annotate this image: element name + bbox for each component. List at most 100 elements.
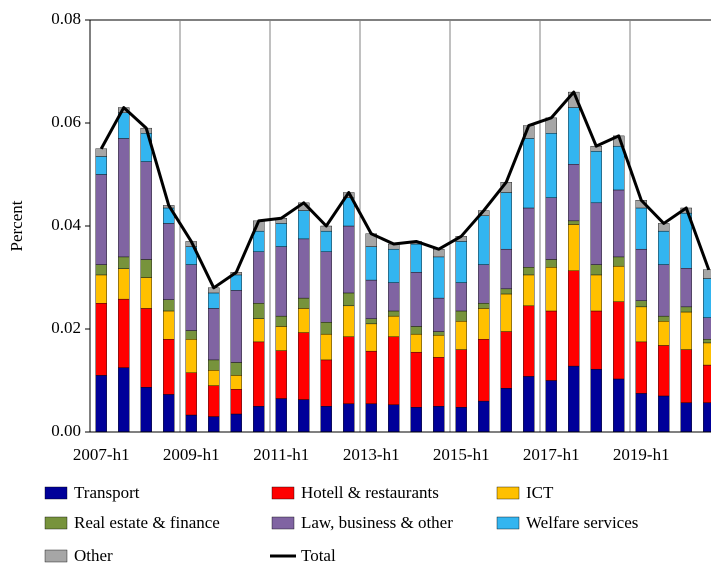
bar-segment (253, 251, 265, 304)
bar-segment (545, 133, 557, 198)
legend-label: Transport (74, 483, 140, 502)
bar-segment (320, 359, 332, 407)
bar-segment (703, 364, 711, 403)
bar-segment (298, 308, 310, 333)
bar-segment (455, 349, 467, 408)
legend-swatch (496, 516, 520, 530)
bar-segment (118, 256, 130, 269)
bar-segment (118, 298, 130, 368)
bar-segment (95, 274, 107, 304)
bar-segment (478, 264, 490, 304)
bar-segment (230, 375, 242, 390)
bar-segment (388, 248, 400, 283)
bar-segment (230, 413, 242, 433)
bar-segment (635, 306, 647, 343)
y-tick-label: 0.00 (51, 421, 81, 440)
legend-swatch (496, 486, 520, 500)
bar-segment (523, 274, 535, 307)
bar-segment (613, 145, 625, 191)
bar-segment (613, 256, 625, 267)
bar-segment (410, 333, 422, 353)
bar-segment (680, 349, 692, 403)
bar-segment (95, 264, 107, 276)
bar-segment (545, 380, 557, 433)
bar-segment (185, 339, 197, 373)
bar-segment (500, 331, 512, 389)
bar-segment (658, 315, 670, 322)
bar-segment (590, 310, 602, 370)
bar-segment (140, 161, 152, 260)
x-tick-label: 2009-h1 (163, 445, 220, 464)
bar-segment (703, 278, 711, 318)
bar-segment (343, 336, 355, 404)
bar-segment (658, 321, 670, 346)
bar-segment (320, 322, 332, 335)
bar-segment (253, 303, 265, 319)
bar-segment (343, 292, 355, 307)
bar-segment (365, 350, 377, 404)
bar-segment (523, 376, 535, 433)
bar-segment (658, 264, 670, 317)
bar-segment (703, 269, 711, 279)
bar-segment (320, 406, 332, 433)
bar-segment (163, 223, 175, 300)
bar-segment (275, 315, 287, 327)
bar-segment (275, 246, 287, 317)
x-tick-label: 2019-h1 (613, 445, 670, 464)
bar-segment (365, 279, 377, 319)
bar-segment (590, 368, 602, 433)
bar-segment (680, 311, 692, 350)
bar-segment (433, 406, 445, 433)
bar-segment (230, 274, 242, 291)
bar-segment (703, 402, 711, 433)
bar-segment (568, 220, 580, 225)
bar-segment (613, 301, 625, 380)
bar-segment (185, 414, 197, 433)
bar-segment (455, 241, 467, 283)
bar-segment (680, 306, 692, 313)
bar-segment (680, 268, 692, 308)
bar-segment (208, 308, 220, 361)
bar-segment (433, 357, 445, 407)
bar-segment (253, 406, 265, 433)
bar-segment (185, 330, 197, 340)
legend-label: Welfare services (526, 513, 638, 532)
bar-segment (365, 323, 377, 352)
bar-segment (140, 277, 152, 309)
y-axis-label: Percent (7, 200, 26, 251)
bar-segment (433, 297, 445, 332)
bar-segment (635, 300, 647, 308)
bar-segment (545, 310, 557, 381)
bar-segment (275, 223, 287, 247)
bar-segment (680, 402, 692, 433)
bar-segment (163, 310, 175, 340)
bar-segment (118, 138, 130, 258)
bar-segment (568, 163, 580, 222)
bar-segment (433, 331, 445, 336)
bar-segment (590, 274, 602, 312)
bar-segment (320, 333, 332, 361)
bar-segment (140, 386, 152, 433)
bar-segment (230, 290, 242, 363)
bar-segment (95, 148, 107, 157)
bar-segment (410, 351, 422, 408)
total-line (99, 90, 711, 290)
bar-segment (613, 378, 625, 433)
bar-segment (320, 230, 332, 252)
bar-segment (703, 342, 711, 366)
bar-segment (275, 326, 287, 351)
bar-segment (208, 385, 220, 417)
bar-segment (410, 243, 422, 273)
bar-segment (298, 297, 310, 309)
legend-swatch (44, 516, 68, 530)
y-tick-label: 0.04 (51, 215, 81, 234)
bar-segment (590, 151, 602, 204)
bar-segment (658, 230, 670, 265)
bar-segment (388, 404, 400, 433)
bar-segment (185, 372, 197, 416)
legend-swatch (44, 486, 68, 500)
bar-segment (568, 107, 580, 165)
bar-segment (208, 370, 220, 386)
